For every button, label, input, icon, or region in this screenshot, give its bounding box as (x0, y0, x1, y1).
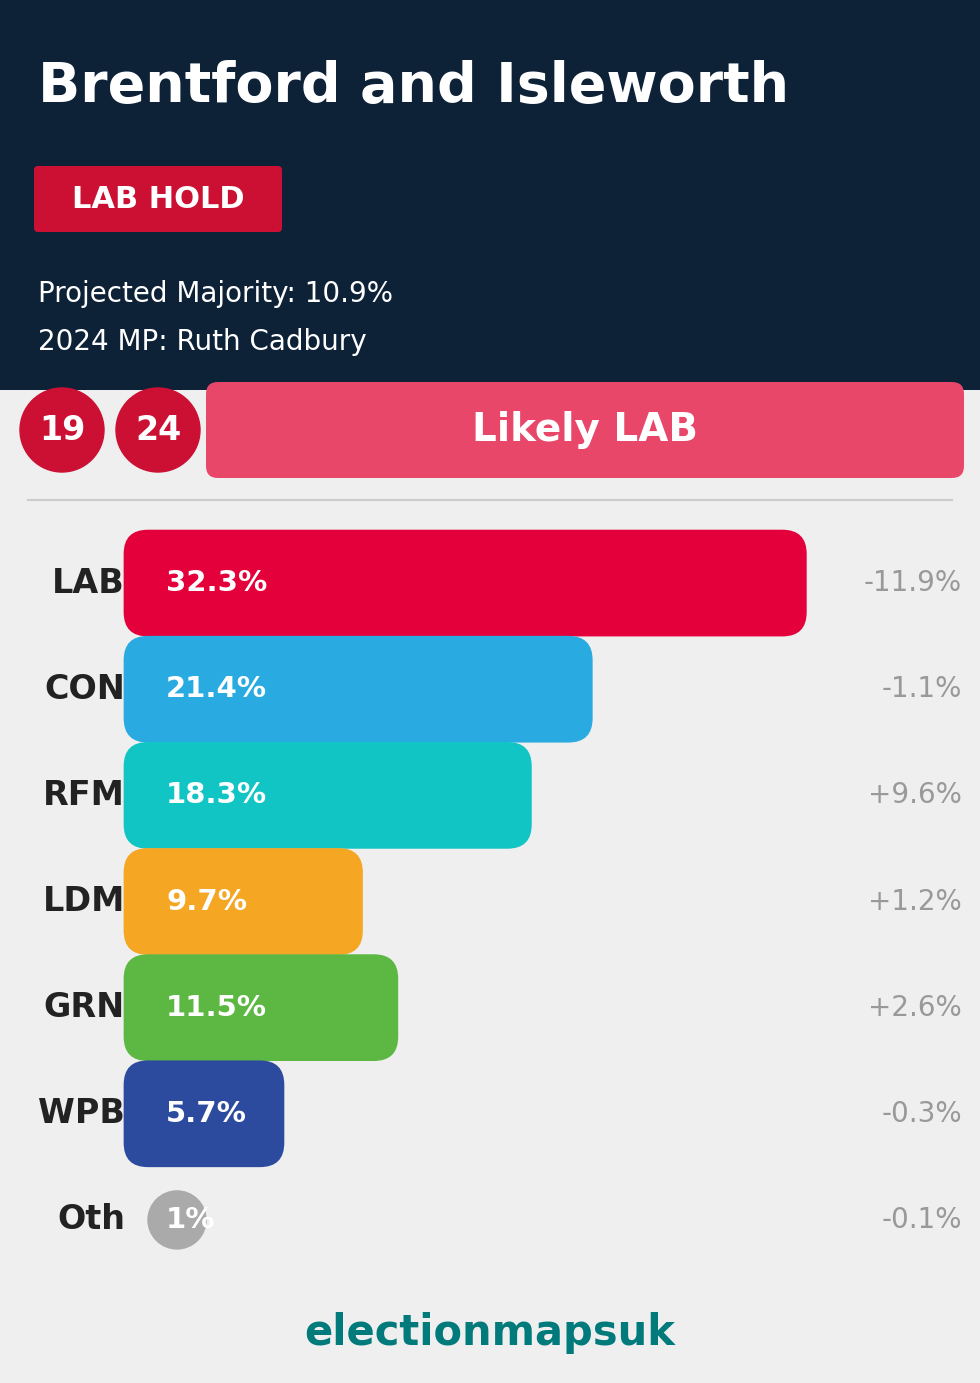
FancyBboxPatch shape (123, 636, 593, 743)
Text: -11.9%: -11.9% (864, 568, 962, 597)
Text: LAB: LAB (52, 567, 125, 600)
Text: 11.5%: 11.5% (166, 993, 267, 1022)
Text: 5.7%: 5.7% (166, 1099, 247, 1127)
FancyBboxPatch shape (34, 166, 282, 232)
Text: 2024 MP: Ruth Cadbury: 2024 MP: Ruth Cadbury (38, 328, 367, 355)
Circle shape (20, 389, 104, 472)
Text: Likely LAB: Likely LAB (472, 411, 698, 449)
Text: CON: CON (44, 672, 125, 705)
Text: -0.1%: -0.1% (881, 1206, 962, 1234)
Text: +2.6%: +2.6% (868, 993, 962, 1022)
FancyBboxPatch shape (123, 743, 532, 849)
FancyBboxPatch shape (206, 382, 964, 479)
FancyBboxPatch shape (123, 954, 398, 1061)
FancyBboxPatch shape (123, 1061, 284, 1167)
Text: 1%: 1% (166, 1206, 216, 1234)
FancyBboxPatch shape (0, 0, 980, 390)
Text: 18.3%: 18.3% (166, 781, 268, 809)
Text: electionmapsuk: electionmapsuk (305, 1312, 675, 1354)
Circle shape (116, 389, 200, 472)
Text: -0.3%: -0.3% (881, 1099, 962, 1127)
Text: LAB HOLD: LAB HOLD (72, 184, 244, 213)
Text: +9.6%: +9.6% (868, 781, 962, 809)
Text: 24: 24 (135, 414, 181, 447)
Text: 21.4%: 21.4% (166, 675, 267, 703)
Text: 9.7%: 9.7% (166, 888, 247, 916)
Text: +1.2%: +1.2% (868, 888, 962, 916)
Text: Projected Majority: 10.9%: Projected Majority: 10.9% (38, 279, 393, 308)
Text: 19: 19 (39, 414, 85, 447)
Text: LDM: LDM (42, 885, 125, 918)
Text: Brentford and Isleworth: Brentford and Isleworth (38, 59, 789, 113)
Text: RFM: RFM (43, 779, 125, 812)
Text: 32.3%: 32.3% (166, 568, 268, 597)
Text: -1.1%: -1.1% (882, 675, 962, 703)
FancyBboxPatch shape (123, 848, 363, 954)
Circle shape (148, 1191, 206, 1249)
Text: WPB: WPB (38, 1097, 125, 1130)
Text: GRN: GRN (44, 992, 125, 1025)
FancyBboxPatch shape (123, 530, 807, 636)
Text: Oth: Oth (57, 1203, 125, 1236)
